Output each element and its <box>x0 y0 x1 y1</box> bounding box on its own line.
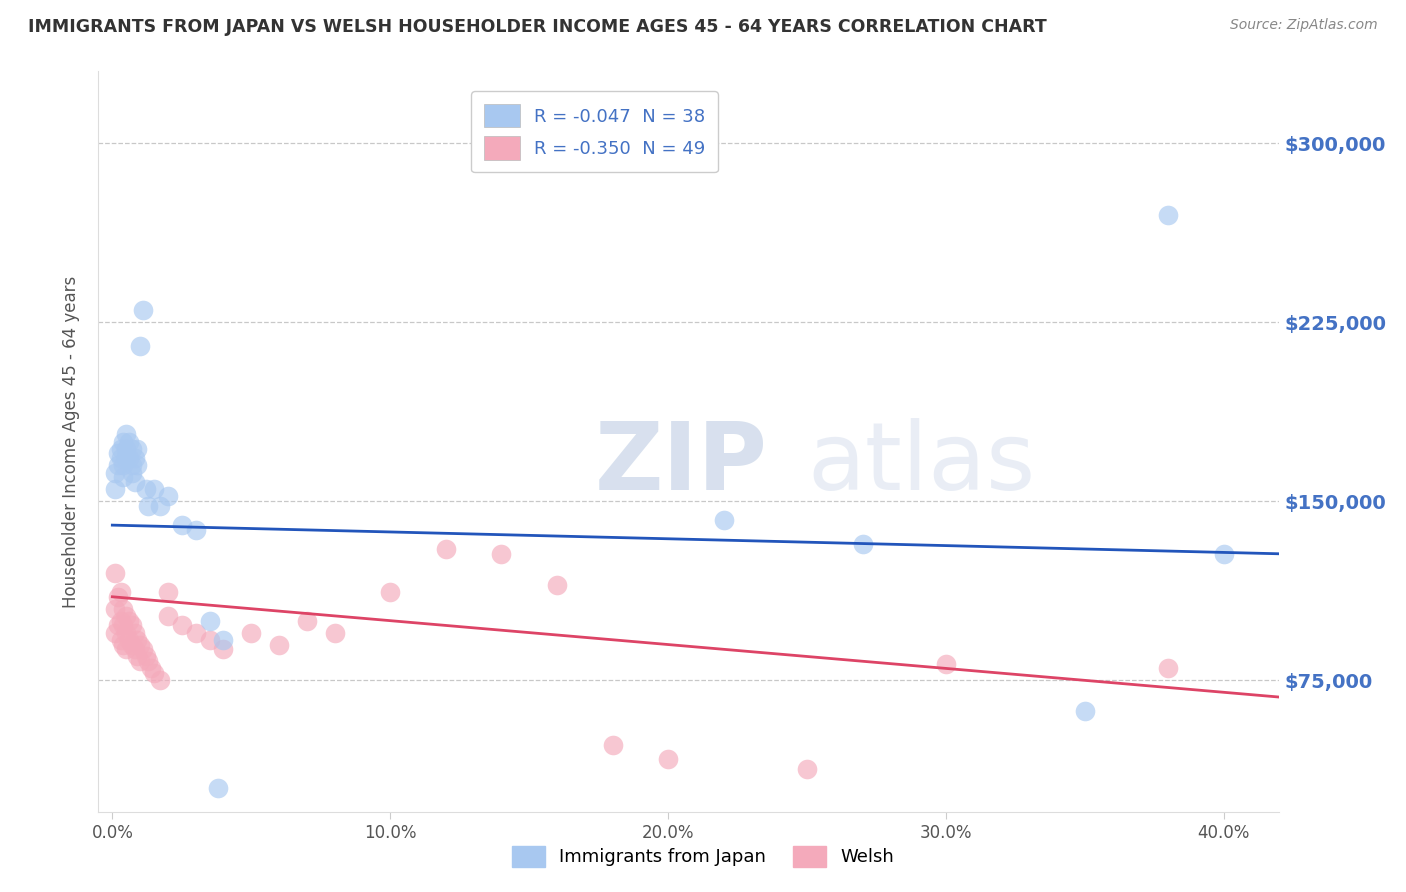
Point <box>115 427 138 442</box>
Point <box>104 601 127 615</box>
Point <box>112 434 135 449</box>
Point <box>127 442 149 456</box>
Point <box>124 451 146 466</box>
Point <box>124 475 146 490</box>
Point <box>935 657 957 671</box>
Point <box>1157 661 1180 675</box>
Point <box>110 614 132 628</box>
Point <box>112 458 135 473</box>
Point <box>434 541 457 556</box>
Point <box>1157 208 1180 222</box>
Point <box>132 303 155 318</box>
Point <box>207 780 229 795</box>
Point <box>132 642 155 657</box>
Point <box>115 625 138 640</box>
Point <box>118 614 141 628</box>
Point <box>295 614 318 628</box>
Point <box>124 642 146 657</box>
Point <box>121 442 143 456</box>
Point <box>546 578 568 592</box>
Point <box>121 466 143 480</box>
Point <box>115 442 138 456</box>
Point <box>1074 705 1097 719</box>
Point <box>110 442 132 456</box>
Point <box>121 458 143 473</box>
Point <box>135 649 157 664</box>
Point <box>112 470 135 484</box>
Point <box>156 585 179 599</box>
Point <box>267 638 290 652</box>
Point <box>127 649 149 664</box>
Y-axis label: Householder Income Ages 45 - 64 years: Householder Income Ages 45 - 64 years <box>62 276 80 607</box>
Point <box>104 625 127 640</box>
Point <box>129 339 152 353</box>
Point <box>118 632 141 647</box>
Point <box>121 618 143 632</box>
Point <box>143 483 166 497</box>
Point <box>129 638 152 652</box>
Point <box>118 434 141 449</box>
Point <box>1212 547 1234 561</box>
Point <box>713 513 735 527</box>
Point <box>127 458 149 473</box>
Point <box>170 518 193 533</box>
Point <box>323 625 346 640</box>
Point <box>129 654 152 668</box>
Text: Source: ZipAtlas.com: Source: ZipAtlas.com <box>1230 18 1378 32</box>
Point <box>170 618 193 632</box>
Point <box>112 618 135 632</box>
Point <box>135 483 157 497</box>
Point <box>240 625 263 640</box>
Text: IMMIGRANTS FROM JAPAN VS WELSH HOUSEHOLDER INCOME AGES 45 - 64 YEARS CORRELATION: IMMIGRANTS FROM JAPAN VS WELSH HOUSEHOLD… <box>28 18 1047 36</box>
Point <box>602 738 624 752</box>
Point <box>148 673 170 688</box>
Point <box>491 547 513 561</box>
Point <box>115 608 138 623</box>
Legend: R = -0.047  N = 38, R = -0.350  N = 49: R = -0.047 N = 38, R = -0.350 N = 49 <box>471 92 718 172</box>
Point <box>107 618 129 632</box>
Point <box>198 632 221 647</box>
Point <box>127 632 149 647</box>
Point <box>124 625 146 640</box>
Point <box>148 499 170 513</box>
Point <box>110 585 132 599</box>
Point <box>212 632 235 647</box>
Text: atlas: atlas <box>807 417 1035 509</box>
Point <box>115 642 138 657</box>
Point <box>184 523 207 537</box>
Point <box>852 537 875 551</box>
Point <box>138 654 160 668</box>
Point <box>380 585 402 599</box>
Point <box>107 458 129 473</box>
Point <box>112 601 135 615</box>
Point <box>198 614 221 628</box>
Point <box>104 483 127 497</box>
Point <box>118 451 141 466</box>
Point <box>156 490 179 504</box>
Point <box>657 752 679 766</box>
Point <box>110 632 132 647</box>
Point <box>141 661 163 675</box>
Point <box>104 566 127 580</box>
Legend: Immigrants from Japan, Welsh: Immigrants from Japan, Welsh <box>505 838 901 874</box>
Point <box>104 466 127 480</box>
Point <box>143 666 166 681</box>
Point <box>121 638 143 652</box>
Point <box>107 590 129 604</box>
Point <box>796 762 818 776</box>
Point <box>110 451 132 466</box>
Point <box>107 446 129 460</box>
Point <box>112 638 135 652</box>
Point <box>156 608 179 623</box>
Point <box>115 451 138 466</box>
Text: ZIP: ZIP <box>595 417 768 509</box>
Point <box>184 625 207 640</box>
Point <box>138 499 160 513</box>
Point <box>212 642 235 657</box>
